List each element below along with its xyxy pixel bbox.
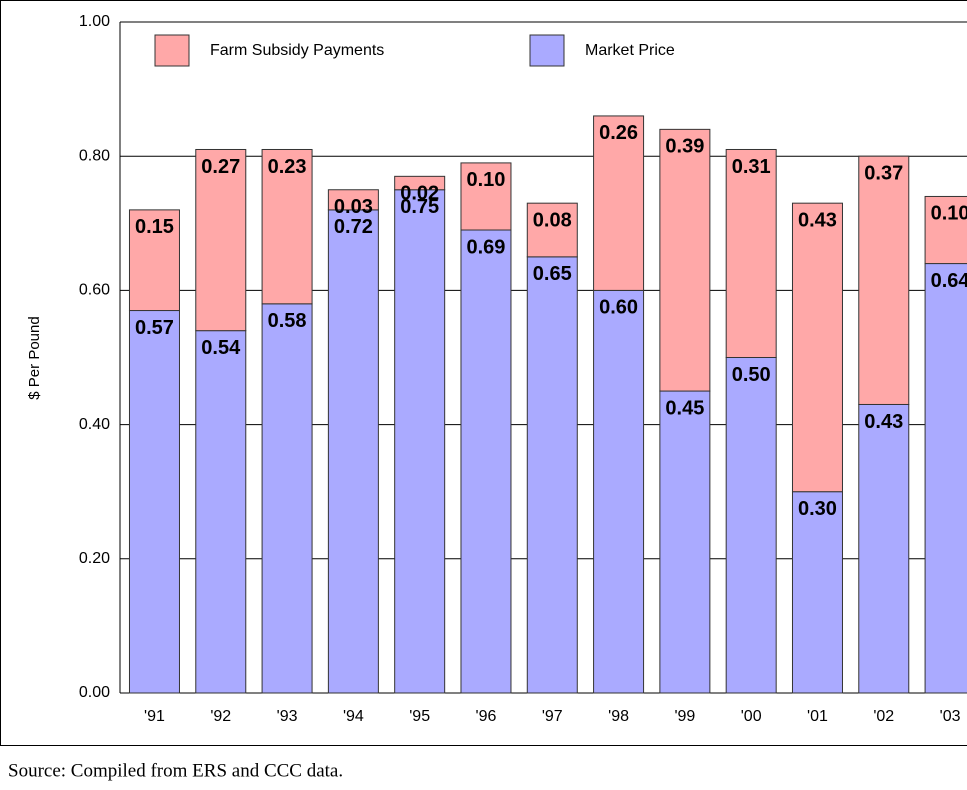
value-label: 0.08: [533, 209, 572, 231]
bar-segment: [195, 330, 247, 694]
bar-segment: [659, 390, 711, 694]
y-tick-label: 0.00: [79, 684, 110, 701]
value-label: 0.31: [732, 156, 771, 178]
bar-segment: [261, 148, 313, 305]
bar-segment: [924, 263, 967, 694]
x-tick-label: '97: [542, 708, 563, 725]
x-tick-label: '98: [608, 708, 629, 725]
x-tick-label: '99: [674, 708, 695, 725]
bar-segment: [128, 310, 180, 694]
bar-segment: [725, 148, 777, 358]
value-label: 0.60: [599, 297, 638, 319]
bar-segment: [394, 189, 446, 694]
x-tick-label: '95: [409, 708, 430, 725]
bar-segment: [195, 148, 247, 332]
bar-segment: [526, 256, 578, 694]
legend-label: Market Price: [585, 42, 675, 59]
x-tick-label: '01: [807, 708, 828, 725]
value-label: 0.69: [467, 236, 506, 258]
value-label: 0.65: [533, 263, 572, 285]
value-label: 0.45: [665, 397, 704, 419]
y-axis-label: $ Per Pound: [26, 316, 43, 399]
bar-segment: [725, 357, 777, 694]
y-tick-label: 0.20: [79, 550, 110, 567]
bar-segment: [460, 162, 512, 231]
bar-segment: [261, 303, 313, 694]
y-tick-label: 0.60: [79, 282, 110, 299]
value-label: 0.75: [400, 196, 439, 218]
value-label: 0.54: [201, 337, 241, 359]
legend-swatch: [529, 34, 565, 67]
value-label: 0.43: [864, 411, 903, 433]
value-label: 0.57: [135, 317, 174, 339]
bar-segment: [460, 229, 512, 694]
value-label: 0.23: [268, 156, 307, 178]
y-tick-label: 0.40: [79, 416, 110, 433]
bar-segment: [526, 202, 578, 258]
x-tick-label: '93: [277, 708, 298, 725]
value-label: 0.15: [135, 216, 174, 238]
value-label: 0.72: [334, 216, 373, 238]
bar-segment: [659, 128, 711, 392]
x-tick-label: '91: [144, 708, 165, 725]
bar-segment: [858, 403, 910, 694]
y-tick-label: 1.00: [79, 13, 110, 30]
value-label: 0.58: [268, 310, 307, 332]
frame: [0, 0, 967, 746]
value-label: 0.03: [334, 196, 373, 218]
bar-segment: [327, 189, 379, 211]
x-tick-label: '96: [476, 708, 497, 725]
bar-segment: [858, 155, 910, 405]
source-note: Source: Compiled from ERS and CCC data.: [8, 760, 343, 781]
value-label: 0.02: [400, 183, 439, 205]
bar-segment: [593, 115, 645, 291]
bar-segment: [128, 209, 180, 312]
bar-segment: [791, 491, 843, 694]
value-label: 0.39: [665, 136, 704, 158]
value-label: 0.64: [931, 270, 967, 292]
value-label: 0.50: [732, 364, 771, 386]
bar-segment: [327, 209, 379, 694]
bar-segment: [791, 202, 843, 493]
x-tick-label: '92: [210, 708, 231, 725]
x-tick-label: '02: [873, 708, 894, 725]
x-tick-label: '94: [343, 708, 364, 725]
y-tick-label: 0.80: [79, 147, 110, 164]
value-label: 0.10: [931, 203, 967, 225]
legend-swatch: [154, 34, 190, 67]
legend-label: Farm Subsidy Payments: [210, 42, 384, 59]
value-label: 0.10: [467, 169, 506, 191]
value-label: 0.37: [864, 162, 903, 184]
value-label: 0.26: [599, 122, 638, 144]
bar-segment: [924, 195, 967, 265]
value-label: 0.43: [798, 209, 837, 231]
value-label: 0.30: [798, 498, 837, 520]
bar-segment: [394, 175, 446, 191]
bar-segment: [593, 289, 645, 694]
x-tick-label: '03: [940, 708, 961, 725]
value-label: 0.27: [201, 156, 240, 178]
x-tick-label: '00: [741, 708, 762, 725]
